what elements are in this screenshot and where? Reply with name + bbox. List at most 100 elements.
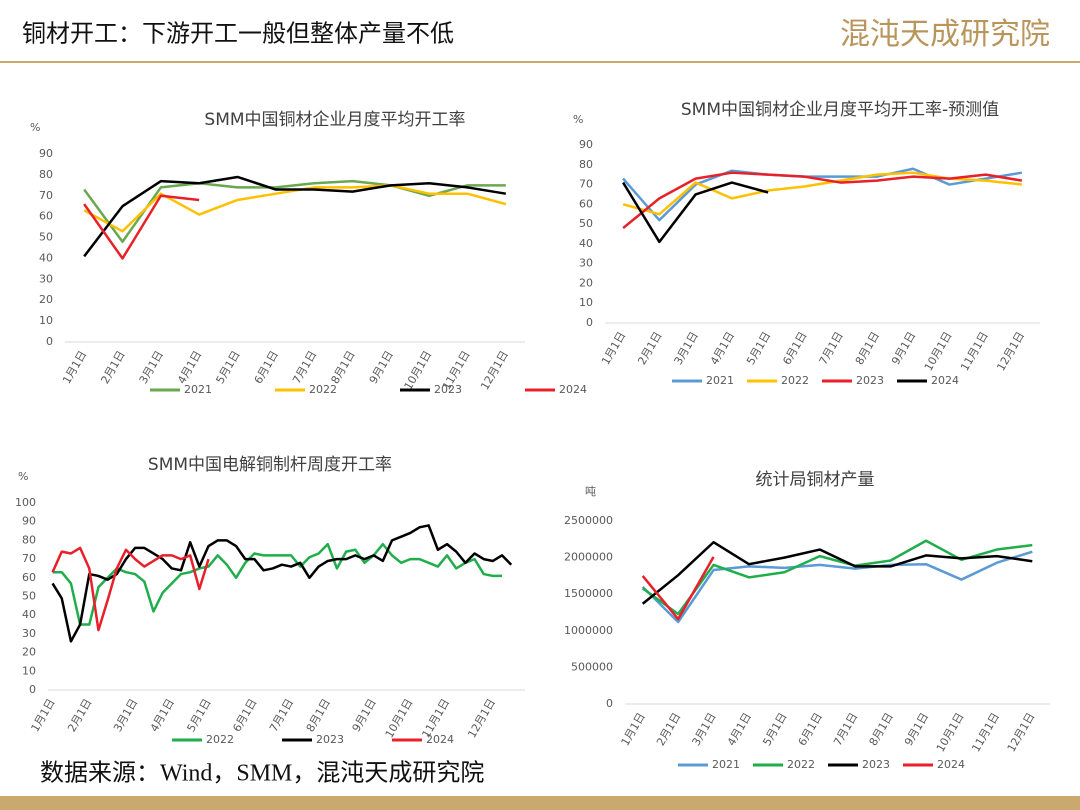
y-tick-label: 20 [579, 276, 593, 289]
x-tick-label: 1月1日 [619, 711, 648, 749]
legend-label: 2023 [316, 733, 344, 746]
series-line [641, 540, 1033, 605]
x-tick-label: 8月1日 [853, 330, 882, 368]
x-tick-label: 7月1日 [290, 349, 319, 387]
logo: 混沌天成研究院 [840, 17, 1050, 52]
legend-label: 2021 [184, 383, 212, 396]
x-tick-label: 2月1日 [654, 711, 683, 749]
legend-label: 2023 [434, 383, 462, 396]
x-tick-label: 6月1日 [252, 349, 281, 387]
x-tick-label: 12月1日 [465, 697, 498, 741]
series-line [641, 556, 715, 621]
y-tick-label: 80 [22, 533, 36, 546]
slide-title: 铜材开工：下游开工一般但整体产量不低 [22, 21, 454, 48]
chart-title: 统计局铜材产量 [756, 470, 875, 490]
legend-label: 2024 [426, 733, 454, 746]
chart-title: SMM中国铜材企业月度平均开工率-预测值 [681, 100, 999, 120]
y-tick-label: 0 [586, 316, 593, 329]
y-tick-label: 2500000 [564, 514, 613, 527]
x-tick-label: 10月1日 [922, 330, 955, 374]
x-tick-label: 3月1日 [111, 697, 140, 735]
x-tick-label: 2月1日 [65, 697, 94, 735]
x-tick-label: 7月1日 [817, 330, 846, 368]
legend-label: 2024 [559, 383, 587, 396]
y-tick-label: 10 [579, 296, 593, 309]
y-tick-label: 40 [39, 251, 53, 264]
series-line [83, 194, 200, 260]
x-tick-label: 10月1日 [402, 349, 435, 393]
footer-bar [0, 796, 1080, 810]
x-tick-label: 2月1日 [635, 330, 664, 368]
y-tick-label: 60 [22, 571, 36, 584]
series-line [51, 524, 513, 643]
series-line [622, 181, 769, 244]
source-note: 数据来源：Wind，SMM，混沌天成研究院 [40, 760, 484, 787]
x-tick-label: 2月1日 [98, 349, 127, 387]
header-rule [0, 61, 1080, 63]
y-tick-label: 1000000 [564, 624, 613, 637]
x-tick-label: 1月1日 [60, 349, 89, 387]
chart-title: SMM中国铜材企业月度平均开工率 [204, 110, 465, 130]
x-tick-label: 7月1日 [831, 711, 860, 749]
y-tick-label: 40 [579, 237, 593, 250]
legend-label: 2024 [937, 758, 965, 771]
y-tick-label: 70 [22, 552, 36, 565]
x-tick-label: 10月1日 [934, 711, 967, 755]
x-tick-label: 5月1日 [760, 711, 789, 749]
legend-label: 2021 [706, 374, 734, 387]
y-unit: % [18, 470, 28, 483]
legend-label: 2024 [931, 374, 959, 387]
y-tick-label: 30 [579, 257, 593, 270]
x-tick-label: 12月1日 [478, 349, 511, 393]
x-tick-label: 12月1日 [994, 330, 1027, 374]
x-tick-label: 9月1日 [350, 697, 379, 735]
x-tick-label: 8月1日 [867, 711, 896, 749]
x-tick-label: 11月1日 [958, 330, 991, 374]
y-unit: % [30, 121, 40, 134]
x-tick-label: 6月1日 [796, 711, 825, 749]
x-tick-label: 8月1日 [328, 349, 357, 387]
x-tick-label: 10月1日 [383, 697, 416, 741]
legend-label: 2022 [781, 374, 809, 387]
y-tick-label: 80 [39, 168, 53, 181]
series-line [51, 546, 210, 632]
legend-label: 2023 [862, 758, 890, 771]
series-line [52, 542, 503, 626]
y-tick-label: 2000000 [564, 551, 613, 564]
x-tick-label: 12月1日 [1005, 711, 1038, 755]
y-tick-label: 20 [22, 646, 36, 659]
y-unit: % [573, 113, 583, 126]
legend-label: 2023 [856, 374, 884, 387]
y-tick-label: 1500000 [564, 587, 613, 600]
y-unit: 吨 [585, 485, 596, 498]
x-tick-label: 6月1日 [230, 697, 259, 735]
y-tick-label: 30 [22, 627, 36, 640]
legend-label: 2022 [206, 733, 234, 746]
y-tick-label: 100 [15, 496, 36, 509]
x-tick-label: 7月1日 [267, 697, 296, 735]
x-tick-label: 4月1日 [725, 711, 754, 749]
y-tick-label: 10 [39, 314, 53, 327]
series-line [83, 175, 507, 258]
x-tick-label: 5月1日 [213, 349, 242, 387]
y-tick-label: 30 [39, 272, 53, 285]
x-tick-label: 4月1日 [175, 349, 204, 387]
x-tick-label: 4月1日 [148, 697, 177, 735]
x-tick-label: 6月1日 [780, 330, 809, 368]
y-tick-label: 0 [46, 335, 53, 348]
series-line [622, 167, 1023, 222]
y-tick-label: 40 [22, 608, 36, 621]
y-tick-label: 60 [579, 197, 593, 210]
legend-label: 2021 [712, 758, 740, 771]
y-tick-label: 90 [22, 515, 36, 528]
y-tick-label: 500000 [571, 660, 613, 673]
y-tick-label: 20 [39, 293, 53, 306]
x-tick-label: 11月1日 [969, 711, 1002, 755]
y-tick-label: 50 [39, 231, 53, 244]
series-line [622, 171, 1023, 230]
y-tick-label: 90 [39, 147, 53, 160]
y-tick-label: 70 [39, 189, 53, 202]
x-tick-label: 1月1日 [29, 697, 58, 735]
x-tick-label: 9月1日 [902, 711, 931, 749]
